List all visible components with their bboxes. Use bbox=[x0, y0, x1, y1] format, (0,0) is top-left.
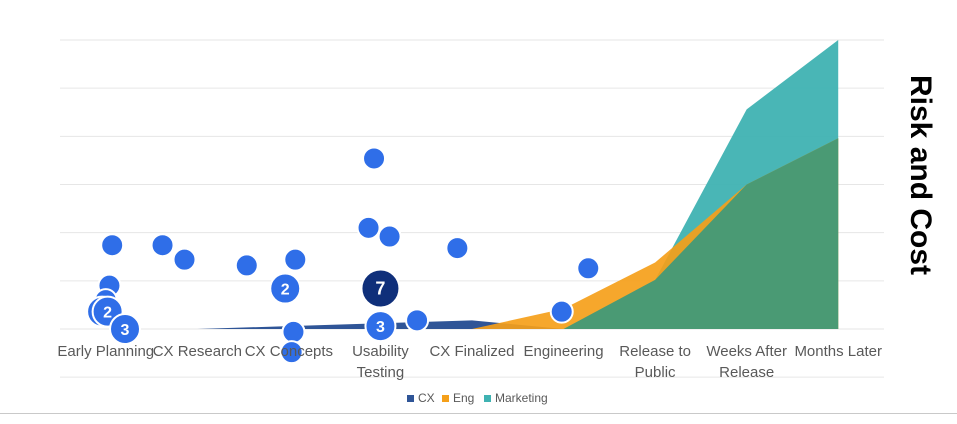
bubble bbox=[364, 310, 397, 343]
bubble bbox=[150, 233, 175, 258]
x-tick-label: CX Finalized bbox=[429, 343, 514, 360]
bubble bbox=[281, 319, 306, 344]
bubble bbox=[405, 308, 430, 333]
x-tick-label: Release to bbox=[619, 343, 691, 360]
bubble bbox=[356, 215, 381, 240]
x-tick-label: Release bbox=[719, 364, 774, 381]
x-tick-label: Testing bbox=[357, 364, 405, 381]
x-tick-label: Months Later bbox=[794, 343, 882, 360]
bubble bbox=[360, 268, 401, 309]
bottom-divider bbox=[0, 413, 957, 414]
x-tick-label: CX Concepts bbox=[245, 343, 333, 360]
bubble bbox=[100, 233, 125, 258]
bubble bbox=[172, 247, 197, 272]
x-tick-label: Usability bbox=[352, 343, 409, 360]
bubble bbox=[377, 224, 402, 249]
legend-label: Eng bbox=[453, 391, 474, 405]
bubble-count-label: 7 bbox=[375, 279, 385, 299]
legend-swatch bbox=[407, 395, 414, 402]
x-tick-label: Weeks After bbox=[706, 343, 787, 360]
legend: CX Eng Marketing bbox=[407, 391, 548, 405]
x-tick-label: Early Planning bbox=[57, 343, 154, 360]
bubble bbox=[269, 272, 302, 305]
bubble bbox=[576, 256, 601, 281]
bubble-count-label: 2 bbox=[281, 282, 290, 299]
bubble-count-label: 3 bbox=[376, 319, 385, 336]
bubble bbox=[445, 236, 470, 261]
bubbles: 223273 bbox=[86, 146, 601, 365]
bubble bbox=[283, 247, 308, 272]
x-tick-label: CX Research bbox=[153, 343, 242, 360]
legend-label: Marketing bbox=[495, 391, 548, 405]
bubble bbox=[362, 146, 387, 171]
legend-label: CX bbox=[418, 391, 435, 405]
x-tick-label: Engineering bbox=[524, 343, 604, 360]
bubble-count-label: 2 bbox=[103, 305, 112, 322]
legend-swatch bbox=[442, 395, 449, 402]
y-axis-label: Risk and Cost bbox=[904, 75, 937, 275]
area-overlap bbox=[105, 138, 839, 329]
bubble bbox=[279, 340, 304, 365]
bubble-count-label: 3 bbox=[121, 322, 130, 339]
bubble bbox=[234, 253, 259, 278]
x-tick-label: Public bbox=[635, 364, 676, 381]
bubble bbox=[109, 313, 142, 345]
bubble bbox=[549, 299, 574, 324]
legend-swatch bbox=[484, 395, 491, 402]
